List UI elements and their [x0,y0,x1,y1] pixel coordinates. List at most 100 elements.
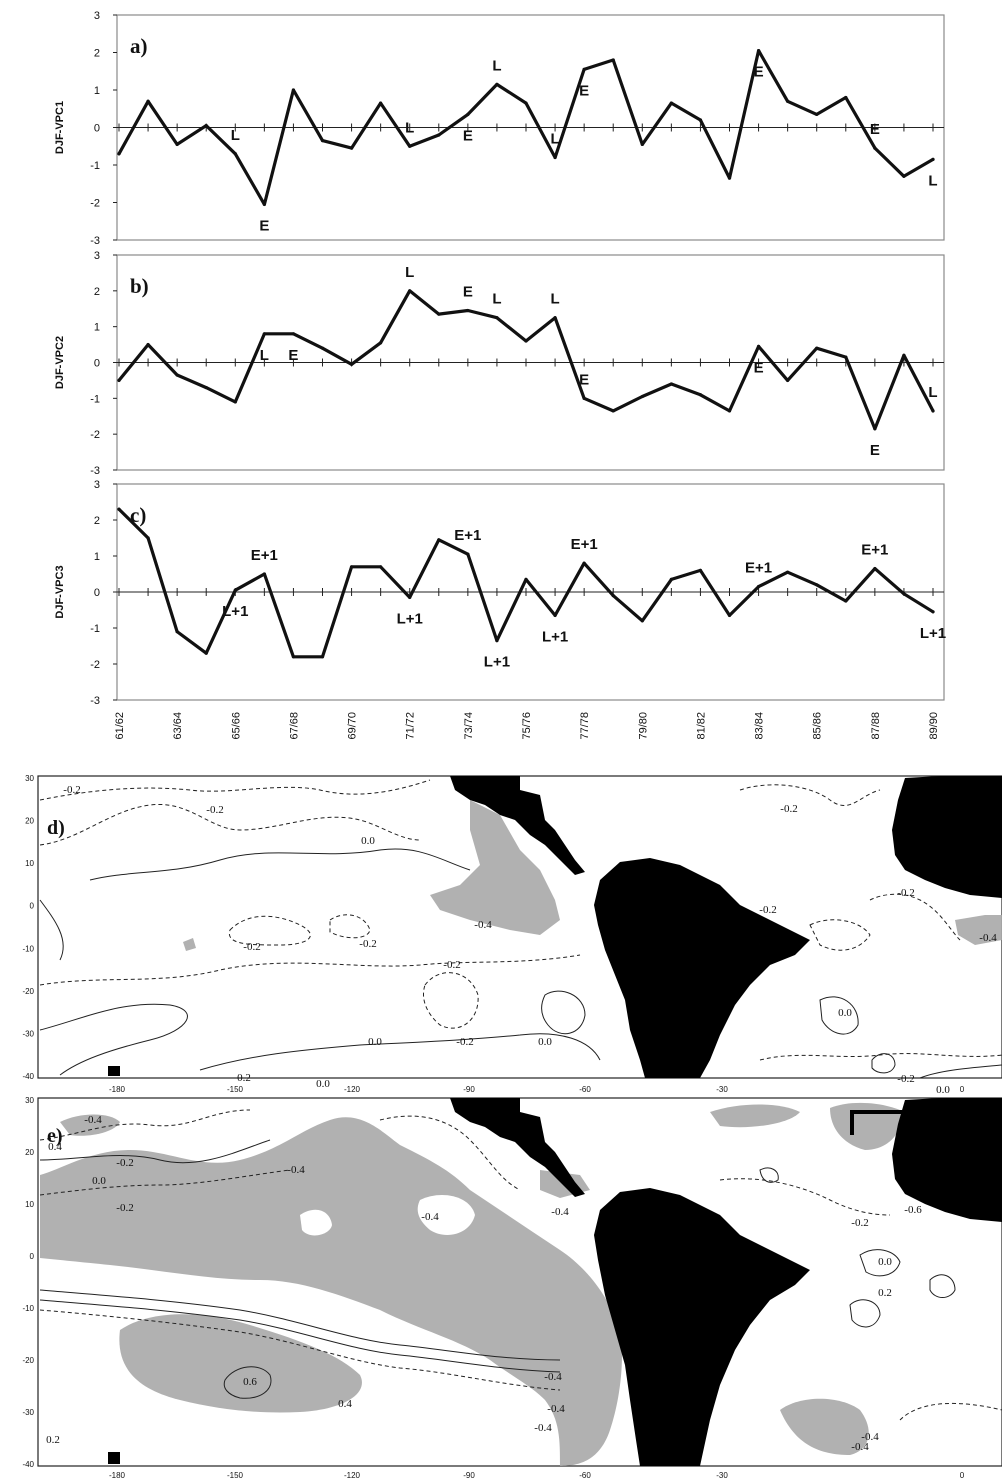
contour-label: -0.2 [897,1073,914,1085]
map-d-contour [541,990,586,1035]
contour-label: 0.6 [243,1376,257,1388]
lat-label: -20 [22,1356,34,1365]
y-tick-label: 2 [94,48,100,60]
y-tick-label: -2 [90,198,100,210]
contour-label: -0.4 [861,1431,879,1443]
event-label: L [405,119,414,136]
lon-label: -30 [716,1085,728,1094]
data-point [466,112,470,116]
map-e-land-north-america [450,1098,585,1197]
contour-label: 0.0 [936,1084,950,1096]
map-d-contour [871,1053,896,1074]
data-point [727,409,732,413]
contour-label: -0.4 [544,1371,562,1383]
contour-label: -0.2 [897,887,914,899]
map-e-contour [759,1167,779,1183]
y-tick-label: 0 [94,123,100,135]
y-tick-label: 3 [94,250,100,262]
x-tick-label: 83/84 [754,712,766,740]
map-e-contour [899,1403,1002,1421]
data-point [727,613,732,618]
data-point [495,316,499,320]
lat-label: 20 [25,817,34,826]
y-tick-label: 2 [94,515,100,527]
data-point [553,316,557,320]
data-point [320,346,325,350]
map-e-land-island [108,1452,120,1464]
contour-label: -0.4 [287,1164,305,1176]
lon-label: -150 [227,1085,244,1094]
map-e-contour [379,1115,521,1191]
map-d-contour [739,784,881,806]
event-label: L [231,127,240,144]
map-d-shade-central-america [430,800,560,935]
event-label: L+1 [542,628,568,645]
panel-a: 3 2 1 0 -1 -2 -3 DJF-VPC1 a) L E L E L L E E E L [54,10,945,247]
y-tick-label: -1 [90,393,100,405]
y-tick-label: 1 [94,551,100,563]
data-point [553,155,557,160]
map-d-land-africa [892,776,1002,898]
data-point [175,373,179,377]
y-axis-title: DJF-VPC2 [54,336,66,389]
event-label: E+1 [251,547,278,564]
data-point [204,124,208,128]
contour-label: 0.0 [538,1036,552,1048]
x-tick-label: 63/64 [172,712,184,740]
lat-label: -40 [22,1072,34,1081]
data-point [931,610,935,614]
map-d-contour [759,1053,1002,1061]
contour-label: -0.2 [443,959,460,971]
map-e-contour-labels: -0.40.4-0.20.0-0.2-0.4-0.4 -0.4-0.4-0.6-0… [46,1114,922,1453]
map-d-contour [819,996,859,1035]
event-label: E [754,64,764,81]
event-label: L [492,57,501,74]
contour-label: -0.4 [474,919,492,931]
data-point [756,344,761,348]
contour-label: -0.2 [206,804,223,816]
data-point [262,572,266,576]
lat-label: 20 [25,1148,34,1157]
y-tick-label: 2 [94,286,100,298]
map-e-shade-north-atlantic [710,1104,800,1128]
data-point [291,88,296,92]
data-point [495,82,499,86]
data-point [466,552,470,556]
y-tick-label: 1 [94,85,100,97]
data-point [844,355,848,359]
year-axis-labels: 61/62 63/64 65/66 67/68 69/70 71/72 73/74 75/76… [114,712,940,740]
map-d-contour [329,914,371,939]
contour-label: -0.2 [63,784,80,796]
lon-label: -60 [579,1085,591,1094]
data-point [931,157,935,161]
data-point [437,538,441,542]
map-e-shade-south-atlantic [780,1398,869,1455]
map-e-contour [39,1299,561,1373]
y-tick-label: -2 [90,659,100,671]
data-point [204,651,208,655]
y-tick-label: -2 [90,429,100,441]
data-point [262,332,266,336]
contour-label: -0.4 [979,932,997,944]
lat-label: 0 [30,1252,35,1261]
map-d-contour [39,803,421,846]
data-point [873,567,877,571]
event-label: L+1 [222,603,248,620]
data-point [844,95,848,100]
data-point [379,341,383,345]
data-point [582,396,586,400]
contour-label: -0.4 [551,1206,569,1218]
data-point [146,99,150,103]
event-label: L [928,172,937,189]
event-label: L [260,347,269,364]
contour-label: -0.2 [116,1202,133,1214]
data-point [873,427,877,431]
contour-label: 0.0 [92,1175,106,1187]
data-point [349,565,354,569]
data-point [233,588,237,592]
event-label: E+1 [745,560,772,577]
contour-label: -0.4 [534,1422,552,1434]
map-d-shade-small [183,938,196,951]
lon-label: -180 [109,1085,126,1094]
data-point [931,409,935,413]
